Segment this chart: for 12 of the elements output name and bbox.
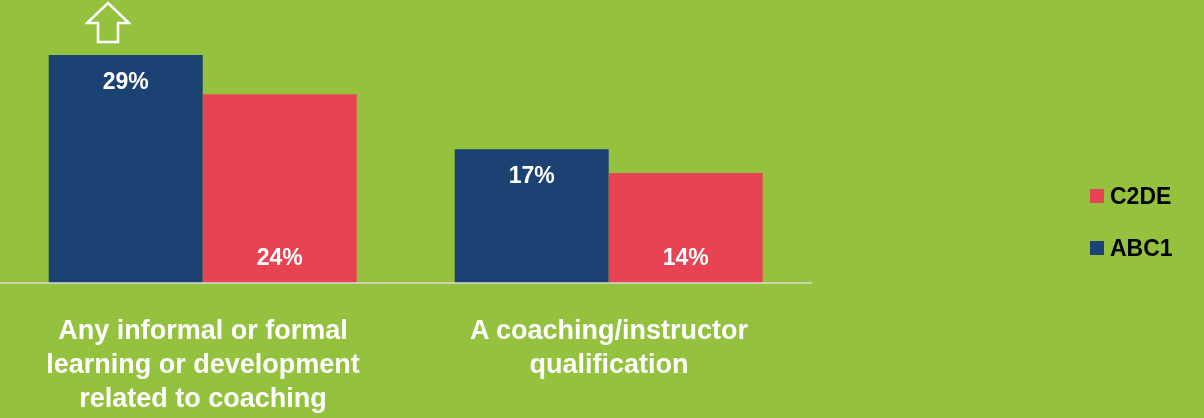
data-label: 24% xyxy=(256,244,303,270)
x-tick-label: A coaching/instructor qualification xyxy=(469,314,749,381)
data-label: 29% xyxy=(102,68,149,94)
bar xyxy=(454,149,609,283)
bar xyxy=(608,172,763,283)
bar xyxy=(48,55,203,283)
bar xyxy=(202,94,357,283)
data-label: 14% xyxy=(662,244,709,270)
x-tick-label: Any informal or formal learning or development related to coaching xyxy=(45,314,361,415)
legend-label: ABC1 xyxy=(1110,234,1173,262)
legend-label: C2DE xyxy=(1110,182,1172,210)
data-label: 17% xyxy=(508,162,555,189)
